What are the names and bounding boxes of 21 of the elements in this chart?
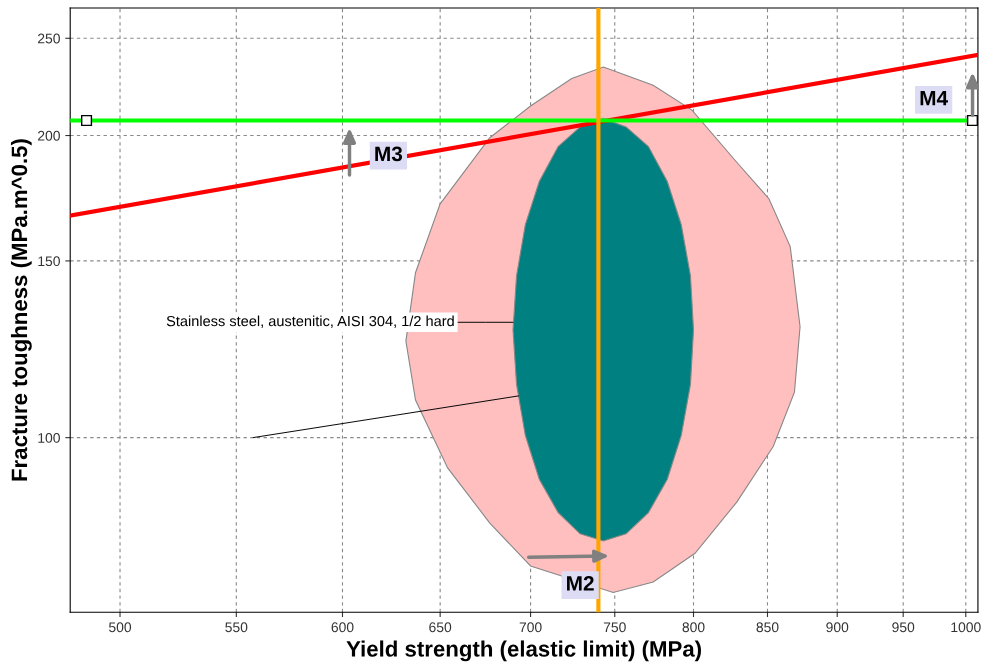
x-tick-label: 1000 — [951, 622, 981, 633]
y-tick-label: 100 — [38, 432, 60, 443]
x-tick-label: 750 — [603, 622, 626, 633]
annotation: M4 — [920, 91, 948, 106]
x-tick-label: 800 — [682, 622, 705, 633]
annotation: Stainless steel, austenitic, AISI 304, 1/2 hard — [166, 315, 454, 328]
x-axis-title: Yield strength (elastic limit) (MPa) — [346, 640, 701, 662]
x-tick-label: 600 — [331, 622, 354, 633]
x-tick-label: 550 — [225, 622, 248, 633]
annotation: M2 — [567, 575, 594, 591]
y-tick-label: 200 — [38, 130, 60, 141]
x-tick-label: 650 — [429, 622, 452, 633]
x-tick-label: 700 — [519, 622, 542, 633]
annotation: M3 — [375, 146, 403, 162]
y-tick-label: 150 — [38, 256, 60, 267]
x-tick-label: 900 — [826, 622, 849, 633]
x-tick-label: 500 — [108, 622, 132, 633]
x-tick-label: 850 — [756, 622, 779, 633]
x-tick-label: 950 — [892, 622, 915, 633]
y-axis-title: Fracture toughness (MPa.m^0.5) — [10, 139, 32, 481]
y-tick-label: 250 — [38, 33, 60, 44]
